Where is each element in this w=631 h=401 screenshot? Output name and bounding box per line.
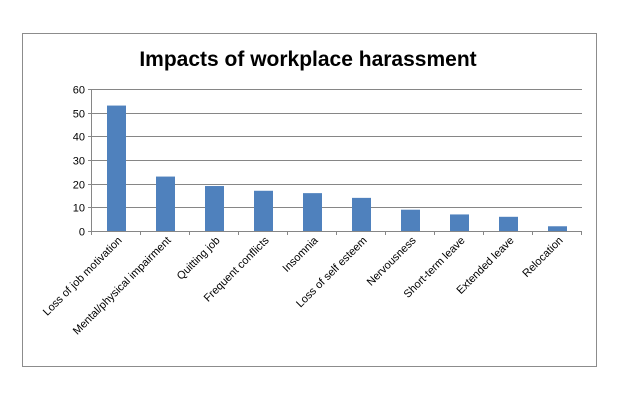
bars <box>107 105 567 231</box>
bar <box>401 209 420 231</box>
y-tick-label: 50 <box>73 109 85 121</box>
bar <box>107 105 126 231</box>
y-tick-labels: 0 10 20 30 40 50 60 <box>73 85 85 239</box>
bar <box>499 216 518 231</box>
bar <box>352 197 371 231</box>
bar <box>450 214 469 231</box>
x-tick-label: Insomnia <box>281 234 322 275</box>
bar <box>205 186 224 231</box>
x-tick-label: Quitting job <box>175 235 223 283</box>
x-tick-label: Nervousness <box>365 234 419 288</box>
y-tick-label: 30 <box>73 156 85 168</box>
y-tick-label: 40 <box>73 132 85 144</box>
y-tick-label: 10 <box>73 203 85 215</box>
bar <box>254 190 273 231</box>
x-tick-label: Mental/physical impairment <box>71 235 174 338</box>
y-tick-label: 60 <box>73 85 85 97</box>
y-tick-label: 0 <box>79 227 85 239</box>
bar <box>303 193 322 231</box>
axes <box>88 89 582 235</box>
chart-title: Impacts of workplace harassment <box>139 48 476 71</box>
x-tick-label: Loss of job motivation <box>41 235 125 319</box>
x-tick-label: Relocation <box>520 235 565 280</box>
bar <box>156 176 175 231</box>
bar <box>548 226 567 231</box>
y-tick-label: 20 <box>73 180 85 192</box>
